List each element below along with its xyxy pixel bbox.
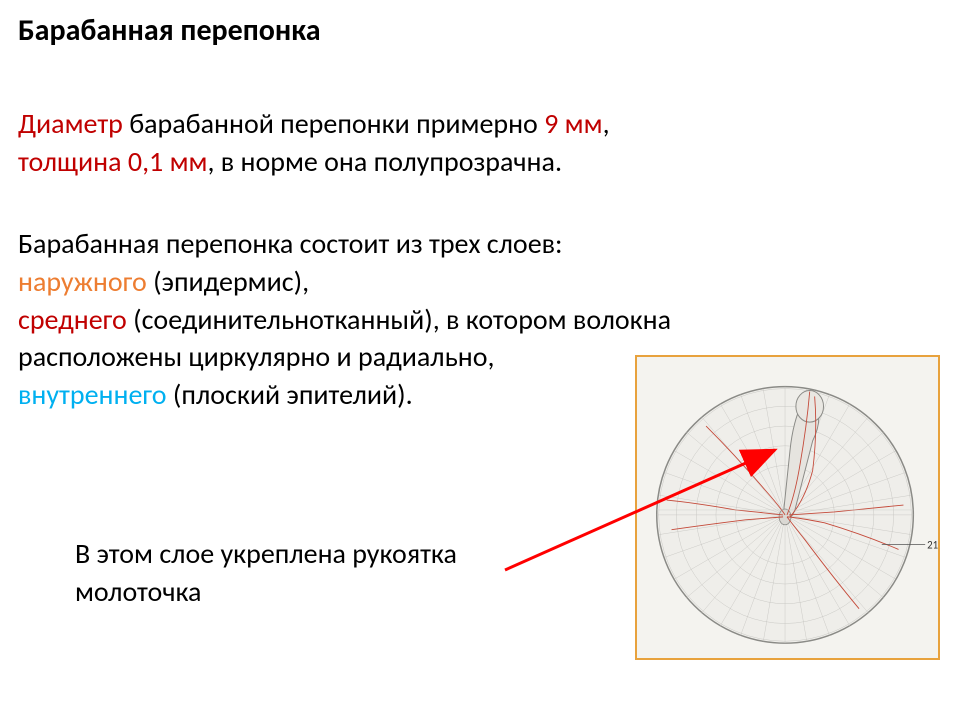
text-diameter-value: 9 мм xyxy=(544,106,602,141)
eardrum-diagram: 21 xyxy=(635,355,940,660)
text-fragment: (эпидермис), xyxy=(147,264,309,299)
text-fragment: , в норме она полупрозрачна. xyxy=(207,144,562,179)
text-middle-layer: среднего xyxy=(18,302,127,337)
text-fragment: расположены циркулярно и радиально, xyxy=(18,338,671,376)
paragraph-malleus: В этом слое укреплена рукоятка молоточка xyxy=(75,535,457,611)
text-layers-intro: Барабанная перепонка состоит из трех сло… xyxy=(18,225,671,263)
text-fragment: , xyxy=(603,106,610,141)
text-fragment: (плоский эпителий). xyxy=(167,377,413,412)
paragraph-dimensions: Диаметр барабанной перепонки примерно 9 … xyxy=(18,105,610,181)
text-fragment: В этом слое укреплена рукоятка xyxy=(75,535,457,573)
paragraph-layers: Барабанная перепонка состоит из трех сло… xyxy=(18,225,671,414)
text-fragment: (соединительнотканный), в котором волокн… xyxy=(127,302,671,337)
diagram-label-21: 21 xyxy=(927,538,938,551)
text-thickness: толщина 0,1 мм xyxy=(18,144,207,179)
text-fragment: барабанной перепонки примерно xyxy=(123,106,544,141)
text-inner-layer: внутреннего xyxy=(18,377,167,412)
eardrum-svg: 21 xyxy=(637,357,938,658)
text-fragment: молоточка xyxy=(75,573,457,611)
page-title: Барабанная перепонка xyxy=(18,12,321,49)
text-outer-layer: наружного xyxy=(18,264,147,299)
text-diameter-label: Диаметр xyxy=(18,106,123,141)
